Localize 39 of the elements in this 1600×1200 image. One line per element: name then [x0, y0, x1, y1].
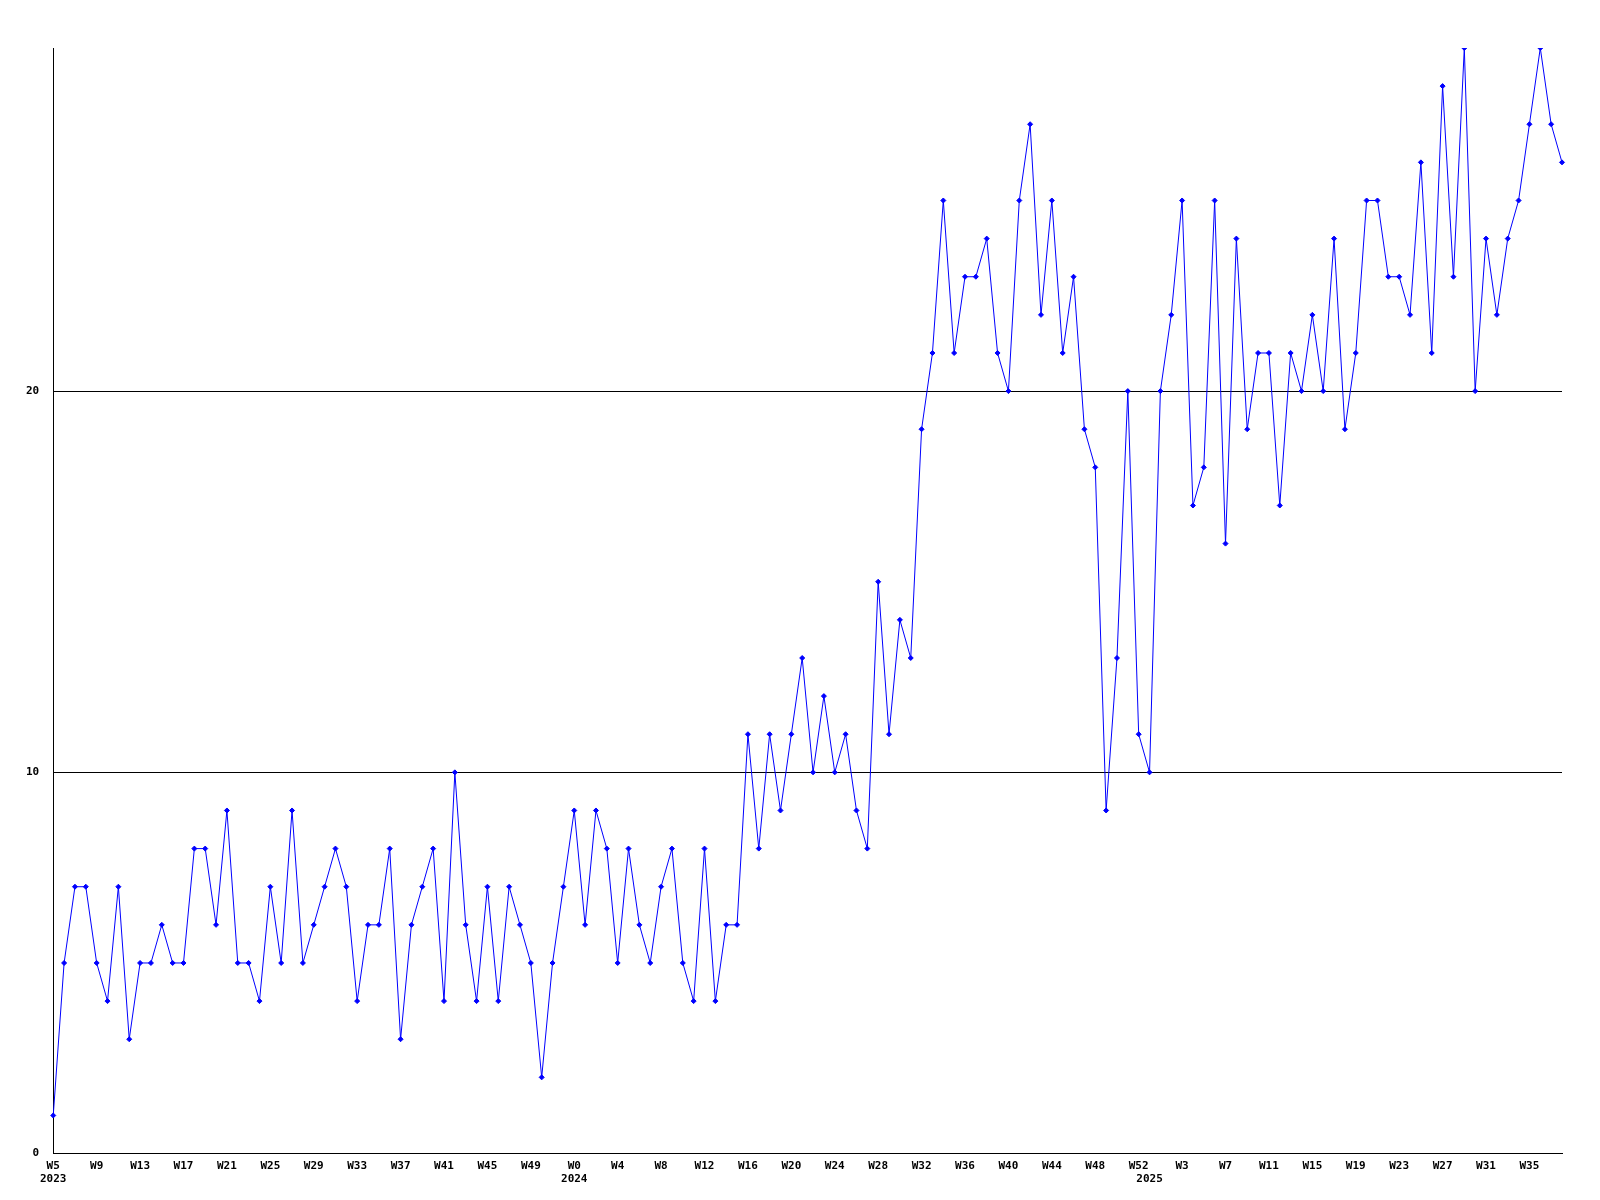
x-tick-label: W28: [868, 1159, 889, 1173]
x-tick-label: W13: [130, 1159, 151, 1173]
x-tick-label: W35: [1519, 1159, 1540, 1173]
y-tick-label: 20: [26, 383, 40, 397]
x-tick-label: W3: [1175, 1159, 1189, 1173]
x-tick-label: W5 2023: [40, 1159, 67, 1186]
x-tick-label: W27: [1432, 1159, 1453, 1173]
x-tick-label: W31: [1476, 1159, 1497, 1173]
y-tick-label: 0: [32, 1146, 40, 1160]
x-tick-label: W49: [520, 1159, 541, 1173]
x-tick-label: W25: [260, 1159, 281, 1173]
x-tick-label: W36: [955, 1159, 976, 1173]
x-tick-label: W7: [1218, 1159, 1233, 1173]
x-tick-label: W23: [1389, 1159, 1410, 1173]
x-tick-label: W37: [390, 1159, 411, 1173]
x-tick-label: W52: [1128, 1159, 1149, 1173]
x-tick-label: W45: [477, 1159, 498, 1173]
x-tick-label: W16: [737, 1159, 759, 1173]
x-tick-label: W11: [1258, 1159, 1280, 1173]
x-tick-label: W20: [781, 1159, 802, 1173]
x-tick-label: W33: [347, 1159, 368, 1173]
x-tick-label: W17: [173, 1159, 194, 1173]
x-tick-label: W8: [654, 1159, 668, 1173]
x-tick-label: W44: [1041, 1159, 1063, 1173]
y-tick-label: 10: [26, 765, 40, 779]
x-tick-label: 2025: [1136, 1172, 1163, 1186]
x-tick-label: W48: [1085, 1159, 1106, 1173]
x-tick-label: W41: [434, 1159, 455, 1173]
x-tick-label: W4: [611, 1159, 625, 1173]
x-tick-label: W9: [90, 1159, 104, 1173]
x-tick-label: W21: [216, 1159, 238, 1173]
x-tick-label: W0 2024: [561, 1159, 588, 1186]
x-tick-label: W15: [1302, 1159, 1323, 1173]
x-tick-label: W29: [303, 1159, 324, 1173]
x-tick-label: W19: [1345, 1159, 1366, 1173]
x-tick-label: W40: [998, 1159, 1019, 1173]
x-tick-label: W24: [824, 1159, 846, 1173]
x-tick-label: W32: [911, 1159, 932, 1173]
x-tick-label: W12: [694, 1159, 715, 1173]
